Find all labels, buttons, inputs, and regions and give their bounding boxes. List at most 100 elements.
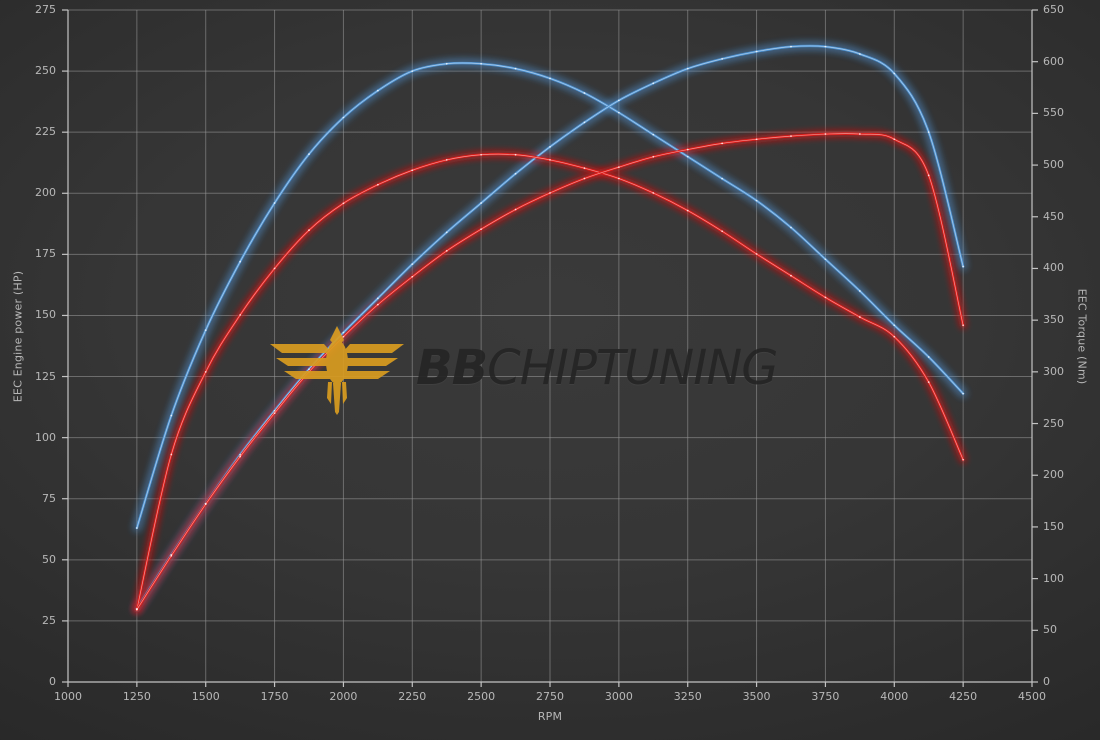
data-point-marker [376, 297, 379, 300]
data-point-marker [549, 77, 551, 80]
data-point-marker [135, 527, 138, 529]
data-point-marker [480, 228, 483, 231]
data-point-marker [342, 202, 345, 205]
data-point-marker [962, 392, 965, 395]
axis-ticks [62, 9, 1038, 687]
data-point-marker [480, 202, 483, 204]
data-point-marker [376, 183, 379, 186]
data-point-marker [273, 409, 276, 412]
data-point-marker [893, 138, 896, 141]
data-point-marker [273, 412, 276, 415]
series-curve-highlight [136, 62, 964, 529]
data-point-marker [204, 370, 207, 373]
data-point-marker [652, 192, 655, 194]
data-point-marker [962, 458, 965, 461]
data-point-marker [893, 335, 896, 338]
data-point-marker [342, 331, 345, 334]
data-point-marker [411, 263, 414, 266]
data-point-marker [824, 45, 827, 48]
data-point-marker [583, 177, 586, 180]
data-point-marker [927, 174, 930, 177]
data-point-marker [790, 135, 792, 138]
data-point-marker [583, 121, 586, 124]
data-point-marker [204, 503, 207, 506]
data-point-marker [858, 133, 861, 135]
data-point-marker [893, 324, 896, 327]
data-point-marker [445, 249, 448, 252]
data-point-marker [721, 57, 724, 60]
data-point-marker [755, 199, 758, 202]
data-point-marker [721, 230, 724, 233]
data-point-marker [858, 290, 861, 292]
data-point-marker [342, 116, 345, 119]
grid-lines [67, 9, 1033, 683]
data-point-marker [583, 92, 586, 94]
data-point-marker [617, 99, 620, 102]
data-point-marker [308, 229, 310, 232]
data-point-marker [239, 260, 242, 263]
data-point-marker [135, 608, 138, 611]
data-point-marker [617, 111, 620, 114]
data-point-marker [239, 453, 242, 456]
data-point-marker [652, 133, 655, 136]
data-point-marker [445, 159, 448, 161]
data-point-marker [514, 208, 517, 211]
data-point-marker [549, 192, 551, 194]
data-point-marker [170, 554, 173, 557]
data-point-marker [480, 153, 483, 156]
data-point-marker [824, 296, 827, 299]
data-point-marker [308, 370, 310, 373]
data-point-marker [376, 89, 379, 92]
data-point-marker [790, 45, 792, 48]
data-point-marker [858, 53, 861, 55]
data-point-marker [170, 453, 173, 456]
data-point-marker [549, 145, 551, 148]
data-point-marker [824, 258, 827, 261]
data-point-marker [686, 67, 689, 70]
data-point-marker [170, 414, 173, 417]
data-point-marker [755, 253, 758, 255]
data-point-marker [824, 133, 827, 135]
data-point-marker [790, 274, 792, 277]
data-point-marker [721, 142, 724, 145]
data-point-marker [411, 275, 414, 278]
data-point-marker [893, 72, 896, 75]
data-point-marker [514, 172, 517, 175]
data-point-marker [790, 226, 792, 229]
data-point-marker [480, 62, 483, 65]
data-point-marker [549, 159, 551, 161]
data-point-marker [583, 167, 586, 170]
data-point-marker [617, 177, 620, 180]
data-point-marker [755, 50, 758, 53]
data-point-marker [411, 169, 414, 172]
data-point-marker [342, 335, 345, 338]
data-point-marker [858, 316, 861, 318]
data-point-marker [686, 209, 689, 212]
data-point-marker [927, 131, 930, 134]
data-point-marker [962, 265, 965, 268]
curve-markers [135, 45, 965, 611]
data-point-marker [239, 455, 242, 458]
data-point-marker [686, 155, 689, 158]
data-point-marker [755, 138, 758, 141]
data-point-marker [927, 356, 930, 358]
data-point-marker [308, 368, 310, 371]
data-point-marker [445, 231, 448, 234]
data-point-marker [445, 62, 448, 65]
data-point-marker [308, 153, 310, 156]
data-point-marker [514, 67, 517, 70]
data-point-marker [721, 177, 724, 180]
data-point-marker [273, 202, 276, 204]
data-point-marker [514, 153, 517, 156]
data-point-marker [273, 267, 276, 270]
data-point-marker [204, 329, 207, 332]
data-point-marker [962, 324, 965, 327]
data-point-marker [376, 303, 379, 306]
data-point-marker [652, 155, 655, 158]
data-point-marker [617, 166, 620, 169]
data-point-marker [239, 314, 242, 316]
data-point-marker [652, 82, 655, 85]
data-point-marker [927, 381, 930, 384]
